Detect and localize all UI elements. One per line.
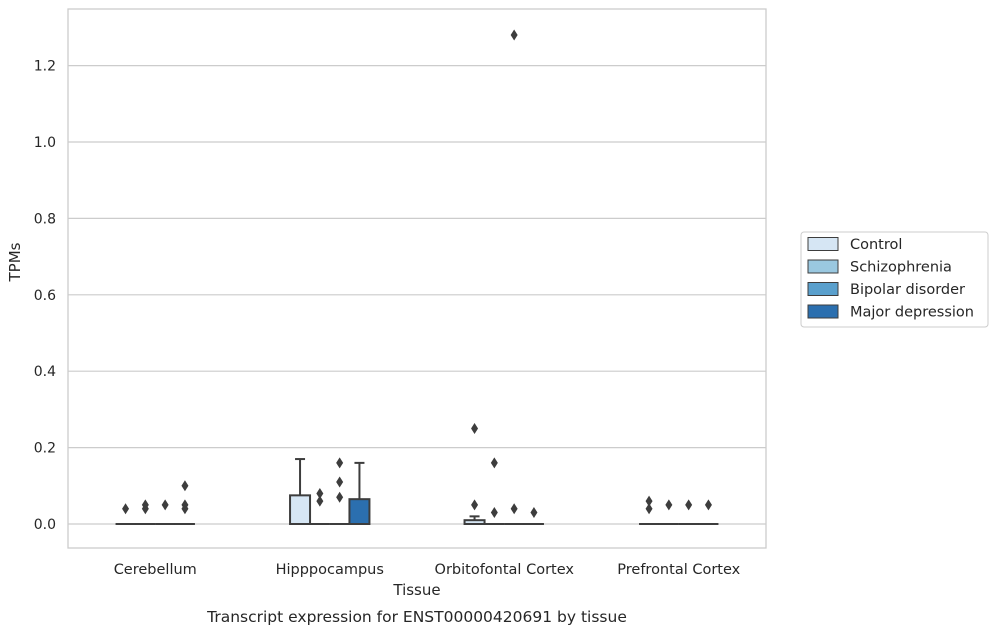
outlier-point [336,476,344,488]
box-2-0 [155,499,176,525]
x-tick-labels: Cerebellum Hipppocampus Orbitofontal Corte… [114,562,741,578]
outlier-point [122,503,130,515]
x-tick-label: Orbitofontal Cortex [435,562,575,578]
chart-caption: Transcript expression for ENST0000042069… [206,608,627,626]
box [348,498,371,526]
box-3-2 [523,507,544,525]
legend-frame [800,231,989,328]
outlier-point [141,503,149,515]
legend-label: Bipolar disorder [850,282,965,298]
outlier-point [704,499,712,511]
box-3-0 [174,480,195,525]
outlier-point [316,495,324,507]
outlier-point [316,487,324,499]
y-tick-label: 0.4 [34,364,56,380]
outlier-point [181,480,189,492]
legend-swatch [807,304,839,319]
y-tick-label: 1.0 [34,135,56,151]
y-tick-label: 0.2 [34,441,56,457]
y-tick-label: 0.6 [34,288,56,304]
legend-label: Major depression [850,305,974,321]
y-tick-label: 0.8 [34,211,56,227]
legend-swatch [807,259,839,274]
box-0-0 [115,503,136,525]
outlier-point [181,503,189,515]
outlier-point [665,499,673,511]
y-tick-labels: 0.0 0.2 0.4 0.6 0.8 1.0 1.2 [34,59,56,533]
box-0-3 [639,495,660,525]
box-0-2 [463,423,486,525]
outlier-point [510,29,518,41]
outlier-point [530,507,538,519]
box-0-1 [289,458,312,526]
outlier-point [645,495,653,507]
x-axis-label: Tissue [392,581,440,599]
box-3-3 [698,499,719,525]
y-axis-label: TPMs [6,242,24,282]
box-2-1 [329,457,350,525]
box-1-1 [309,487,330,525]
y-tick-label: 0.0 [34,517,56,533]
y-tick-label: 1.2 [34,59,56,75]
legend: Control Schizophrenia Bipolar disorder Majo… [800,231,989,328]
x-tick-label: Cerebellum [114,562,197,578]
box-1-0 [135,499,156,525]
legend-label: Control [850,237,902,253]
legend-swatch [807,237,839,251]
box-2-3 [678,499,699,525]
box-1-2 [484,457,505,525]
x-tick-label: Hipppocampus [276,562,384,578]
plot-frame [67,8,767,549]
outlier-point [645,503,653,515]
legend-label: Schizophrenia [850,260,952,276]
box-3-1 [348,461,371,526]
box [289,494,312,526]
outlier-point [471,499,479,511]
outlier-point [336,457,344,469]
legend-swatch [807,282,839,296]
outlier-point [685,499,693,511]
outlier-point [336,491,344,503]
box-plots [115,29,719,526]
box-2-2 [504,29,525,525]
outlier-point [490,457,498,469]
outlier-point [161,499,169,511]
outlier-point [490,507,498,519]
outlier-point [471,423,479,434]
x-tick-label: Prefrontal Cortex [617,562,740,578]
box-1-3 [658,499,679,525]
outlier-point [510,503,518,515]
